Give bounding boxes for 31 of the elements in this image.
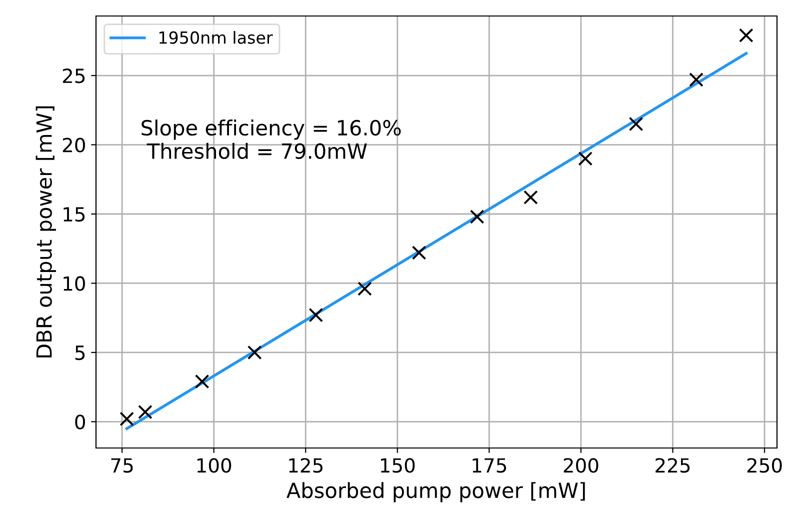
x-tick-label: 250 bbox=[747, 458, 782, 473]
point bbox=[120, 412, 134, 426]
annotation: Slope efficiency = 16.0% Threshold = 79.0mW bbox=[142, 120, 401, 159]
point bbox=[138, 404, 152, 420]
y-tick-label: 5 bbox=[75, 346, 85, 360]
point bbox=[412, 246, 426, 260]
point bbox=[247, 345, 262, 360]
point bbox=[523, 190, 538, 205]
x-tick-label: 200 bbox=[564, 458, 598, 473]
y-tick-label: 10 bbox=[64, 276, 85, 291]
y-tick-label: 20 bbox=[62, 138, 85, 152]
point bbox=[689, 72, 704, 87]
x-tick-label: 75 bbox=[111, 458, 133, 473]
point bbox=[194, 374, 210, 389]
x-tick-label: 150 bbox=[380, 458, 415, 473]
point bbox=[470, 210, 484, 224]
y-axis-title: DBR output power [mW] bbox=[36, 106, 56, 358]
point bbox=[308, 308, 324, 322]
y-tick-label: 0 bbox=[75, 414, 85, 430]
point bbox=[738, 28, 754, 43]
x-tick-label: 100 bbox=[197, 458, 232, 473]
x-tick-label: 225 bbox=[656, 458, 690, 473]
x-tick-label: 175 bbox=[472, 458, 506, 473]
legend-label: 1950nm laser bbox=[159, 31, 273, 44]
point bbox=[578, 151, 593, 166]
x-axis-title: Absorbed pump power [mW] bbox=[286, 482, 585, 502]
x-tick-label: 125 bbox=[289, 458, 322, 473]
y-tick-label: 15 bbox=[64, 207, 85, 222]
point bbox=[628, 116, 644, 132]
point bbox=[358, 282, 372, 296]
y-tick-label: 25 bbox=[62, 68, 85, 84]
